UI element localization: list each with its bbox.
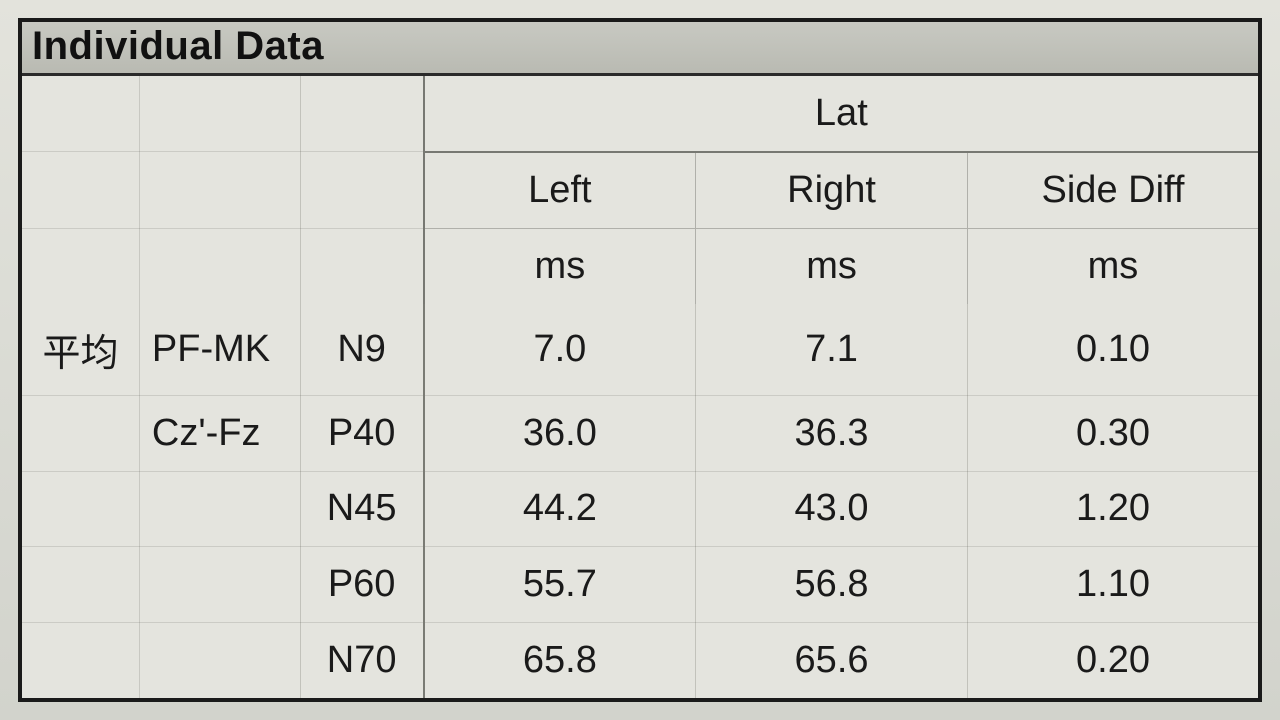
hdr-unit-diff: ms xyxy=(967,228,1258,303)
hdr-unit-left: ms xyxy=(424,228,696,303)
hdr-blank-1 xyxy=(22,76,139,152)
hdr-blank-3 xyxy=(300,76,424,152)
cell-peak: P60 xyxy=(300,547,424,623)
cell-channel: Cz'-Fz xyxy=(139,395,300,471)
cell-channel xyxy=(139,623,300,698)
cell-diff: 0.20 xyxy=(967,623,1258,698)
cell-left: 44.2 xyxy=(424,471,696,547)
cell-peak: N70 xyxy=(300,623,424,698)
cell-left: 55.7 xyxy=(424,547,696,623)
hdr-right: Right xyxy=(696,152,968,229)
cell-peak: N45 xyxy=(300,471,424,547)
cell-right: 65.6 xyxy=(696,623,968,698)
cell-channel: PF-MK xyxy=(139,304,300,395)
cell-diff: 0.10 xyxy=(967,304,1258,395)
cell-left: 7.0 xyxy=(424,304,696,395)
table-row: N70 65.8 65.6 0.20 xyxy=(22,623,1258,698)
cell-channel xyxy=(139,547,300,623)
cell-right: 36.3 xyxy=(696,395,968,471)
cell-right: 7.1 xyxy=(696,304,968,395)
cell-group xyxy=(22,471,139,547)
table-title: Individual Data xyxy=(22,22,1258,76)
hdr-lat: Lat xyxy=(424,76,1258,152)
cell-left: 65.8 xyxy=(424,623,696,698)
table-row: Cz'-Fz P40 36.0 36.3 0.30 xyxy=(22,395,1258,471)
table-row: 平均 PF-MK N9 7.0 7.1 0.10 xyxy=(22,304,1258,395)
hdr-blank-6 xyxy=(300,152,424,229)
hdr-unit-right: ms xyxy=(696,228,968,303)
table-row: P60 55.7 56.8 1.10 xyxy=(22,547,1258,623)
cell-group xyxy=(22,623,139,698)
hdr-blank-7 xyxy=(22,228,139,303)
cell-group xyxy=(22,547,139,623)
table-frame: Individual Data Lat Left Right Side Diff xyxy=(18,18,1262,702)
cell-diff: 1.20 xyxy=(967,471,1258,547)
cell-right: 56.8 xyxy=(696,547,968,623)
cell-left: 36.0 xyxy=(424,395,696,471)
hdr-blank-4 xyxy=(22,152,139,229)
table-row: N45 44.2 43.0 1.20 xyxy=(22,471,1258,547)
cell-group: 平均 xyxy=(22,304,139,395)
cell-peak: P40 xyxy=(300,395,424,471)
cell-peak: N9 xyxy=(300,304,424,395)
cell-diff: 1.10 xyxy=(967,547,1258,623)
cell-group xyxy=(22,395,139,471)
page: Individual Data Lat Left Right Side Diff xyxy=(0,0,1280,720)
hdr-left: Left xyxy=(424,152,696,229)
hdr-blank-9 xyxy=(300,228,424,303)
hdr-blank-8 xyxy=(139,228,300,303)
data-table: Lat Left Right Side Diff ms ms ms 平均 xyxy=(22,76,1258,698)
hdr-blank-2 xyxy=(139,76,300,152)
cell-right: 43.0 xyxy=(696,471,968,547)
cell-channel xyxy=(139,471,300,547)
hdr-blank-5 xyxy=(139,152,300,229)
cell-diff: 0.30 xyxy=(967,395,1258,471)
hdr-side-diff: Side Diff xyxy=(967,152,1258,229)
